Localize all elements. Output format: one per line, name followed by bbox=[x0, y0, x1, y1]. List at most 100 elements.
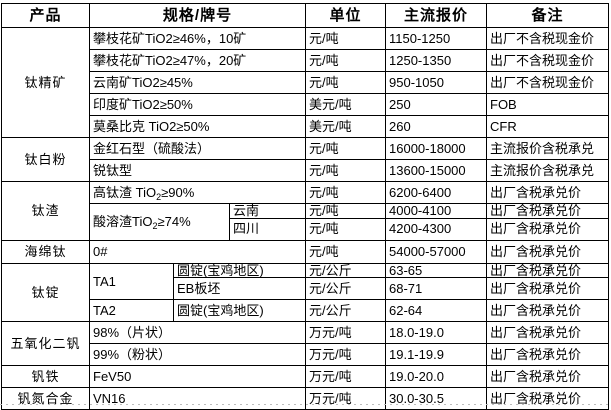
price-cell: 4200-4300 bbox=[385, 218, 487, 241]
note-cell: 出厂含税承兑价 bbox=[486, 263, 609, 279]
price-cell: 19.0-20.0 bbox=[385, 365, 487, 389]
note-cell: 出厂含税承兑价 bbox=[486, 387, 609, 410]
spec-cell: 0# bbox=[89, 240, 306, 264]
price-cell: 250 bbox=[385, 93, 487, 116]
product-cell-titanium-ingot: 钛锭 bbox=[1, 263, 90, 323]
spec-cell: 攀枝花矿TiO2≥46%，10矿 bbox=[89, 27, 306, 50]
spec-text-suffix: ≥74% bbox=[157, 214, 191, 229]
titanium-vanadium-price-table: 产品 规格/牌号 单位 主流报价 备注 钛精矿 攀枝花矿TiO2≥46%，10矿… bbox=[1, 3, 609, 410]
product-cell-titanium-dioxide: 钛白粉 bbox=[1, 137, 90, 182]
unit-cell: 元/吨 bbox=[305, 218, 386, 241]
spec-cell: FeV50 bbox=[89, 365, 306, 389]
spec-cell: 攀枝花矿TiO2≥47%，20矿 bbox=[89, 49, 306, 72]
unit-cell: 元/吨 bbox=[305, 203, 386, 219]
table-row: 莫桑比克 TiO2≥50% 美元/吨 260 CFR bbox=[2, 115, 609, 138]
price-cell: 16000-18000 bbox=[385, 137, 487, 160]
unit-cell: 万元/吨 bbox=[305, 343, 386, 367]
note-cell: 主流报价含税承兑 bbox=[486, 137, 609, 160]
spec-text-prefix: 高钛渣 TiO bbox=[93, 184, 157, 200]
table-row: 云南矿TiO2≥45% 元/吨 950-1050 出厂不含税现金价 bbox=[2, 71, 609, 94]
price-cell: 18.0-19.0 bbox=[385, 321, 487, 345]
header-note: 备注 bbox=[486, 3, 609, 28]
spec-subscript: 2 bbox=[156, 191, 162, 202]
price-cell: 1150-1250 bbox=[385, 27, 487, 50]
price-cell: 68-71 bbox=[385, 277, 487, 301]
price-cell: 62-64 bbox=[385, 299, 487, 323]
price-cell: 4000-4100 bbox=[385, 203, 487, 219]
product-cell-titanium-slag: 钛渣 bbox=[1, 181, 90, 241]
price-cell: 54000-57000 bbox=[385, 240, 487, 264]
spec-subscript: 2 bbox=[152, 221, 158, 231]
product-cell-vanadium-pentoxide: 五氧化二钒 bbox=[1, 321, 90, 367]
note-cell: 出厂含税承兑价 bbox=[486, 299, 609, 323]
table-row: 锐钛型 元/吨 13600-15000 主流报价含税承兑 bbox=[2, 159, 609, 182]
price-cell: 1250-1350 bbox=[385, 49, 487, 72]
unit-cell: 元/吨 bbox=[305, 181, 386, 204]
price-cell: 6200-6400 bbox=[385, 181, 487, 204]
table-row: 99%（粉状） 万元/吨 19.1-19.9 出厂含税承兑价 bbox=[2, 343, 609, 367]
spec-cell-grade-ta1: TA1 bbox=[89, 263, 174, 301]
unit-cell: 元/吨 bbox=[305, 137, 386, 160]
unit-cell: 元/公斤 bbox=[305, 299, 386, 323]
header-spec: 规格/牌号 bbox=[89, 3, 306, 28]
unit-cell: 元/公斤 bbox=[305, 263, 386, 279]
table-row: 攀枝花矿TiO2≥47%，20矿 元/吨 1250-1350 出厂不含税现金价 bbox=[2, 49, 609, 72]
note-cell: 出厂含税承兑价 bbox=[486, 321, 609, 345]
table-row: 钛精矿 攀枝花矿TiO2≥46%，10矿 元/吨 1150-1250 出厂不含税… bbox=[1, 27, 609, 138]
note-cell: 出厂含税承兑价 bbox=[486, 218, 609, 241]
note-cell: 出厂不含税现金价 bbox=[486, 49, 609, 72]
unit-cell: 元/吨 bbox=[305, 27, 386, 50]
unit-cell: 万元/吨 bbox=[305, 365, 386, 389]
spec-cell: 印度矿TiO2≥50% bbox=[89, 93, 306, 116]
spec-cell: 金红石型（硫酸法） bbox=[89, 137, 306, 160]
note-cell: 出厂不含税现金价 bbox=[486, 27, 609, 50]
note-cell: 出厂含税承兑价 bbox=[486, 240, 609, 264]
sub-spec-cell: 圆锭(宝鸡地区) bbox=[173, 299, 306, 323]
spec-cell: 酸溶渣TiO2≥74% bbox=[89, 203, 230, 241]
spec-text-suffix: ≥90% bbox=[161, 184, 195, 200]
sub-spec-cell: 圆锭(宝鸡地区) bbox=[173, 263, 306, 279]
spec-text-prefix: 酸溶渣TiO bbox=[93, 214, 153, 229]
note-cell: 出厂含税承兑价 bbox=[486, 181, 609, 204]
table-row: 钒铁 FeV50 万元/吨 19.0-20.0 出厂含税承兑价 bbox=[1, 365, 609, 389]
unit-cell: 美元/吨 bbox=[305, 115, 386, 138]
spec-cell: 高钛渣 TiO2≥90% bbox=[89, 181, 306, 204]
spec-cell: 莫桑比克 TiO2≥50% bbox=[89, 115, 306, 138]
product-cell-titanium-sponge: 海绵钛 bbox=[1, 240, 90, 264]
unit-cell: 美元/吨 bbox=[305, 93, 386, 116]
product-cell-ferrovanadium: 钒铁 bbox=[1, 365, 90, 389]
spec-cell: 99%（粉状） bbox=[89, 343, 306, 367]
table-row: 五氧化二钒 98%（片状） 万元/吨 18.0-19.0 出厂含税承兑价 bbox=[1, 321, 609, 367]
table-row: 酸溶渣TiO2≥74% 云南 元/吨 4000-4100 出厂含税承兑价 bbox=[2, 203, 609, 241]
table-row: 印度矿TiO2≥50% 美元/吨 250 FOB bbox=[2, 93, 609, 116]
unit-cell: 万元/吨 bbox=[305, 387, 386, 410]
price-cell: 13600-15000 bbox=[385, 159, 487, 182]
table-row: 钛渣 高钛渣 TiO2≥90% 元/吨 6200-6400 出厂含税承兑价 bbox=[1, 181, 609, 241]
note-cell: CFR bbox=[486, 115, 609, 138]
spec-cell: VN16 bbox=[89, 387, 306, 410]
note-cell: 主流报价含税承兑 bbox=[486, 159, 609, 182]
sub-spec-cell: EB板坯 bbox=[173, 277, 306, 301]
table-row: 钛白粉 金红石型（硫酸法） 元/吨 16000-18000 主流报价含税承兑 bbox=[1, 137, 609, 182]
note-cell: FOB bbox=[486, 93, 609, 116]
header-price: 主流报价 bbox=[385, 3, 487, 28]
note-cell: 出厂含税承兑价 bbox=[486, 365, 609, 389]
product-cell-titanium-concentrate: 钛精矿 bbox=[1, 27, 90, 138]
spec-cell: 98%（片状） bbox=[89, 321, 306, 345]
sub-spec-cell-sichuan: 四川 bbox=[229, 218, 306, 241]
table-row: 海绵钛 0# 元/吨 54000-57000 出厂含税承兑价 bbox=[1, 240, 609, 264]
spec-cell: 云南矿TiO2≥45% bbox=[89, 71, 306, 94]
table-row: 钒氮合金 VN16 万元/吨 30.0-30.5 出厂含税承兑价 bbox=[1, 387, 609, 410]
price-cell: 63-65 bbox=[385, 263, 487, 279]
table-body: 钛精矿 攀枝花矿TiO2≥46%，10矿 元/吨 1150-1250 出厂不含税… bbox=[1, 27, 609, 410]
table-row: 四川 元/吨 4200-4300 出厂含税承兑价 bbox=[2, 218, 609, 241]
price-cell: 19.1-19.9 bbox=[385, 343, 487, 367]
product-cell-vanadium-nitrogen-alloy: 钒氮合金 bbox=[1, 387, 90, 410]
unit-cell: 元/吨 bbox=[305, 71, 386, 94]
price-cell: 30.0-30.5 bbox=[385, 387, 487, 410]
spec-cell-grade-ta2: TA2 bbox=[89, 299, 174, 323]
note-cell: 出厂含税承兑价 bbox=[486, 203, 609, 219]
table-row: EB板坯 元/公斤 68-71 出厂含税承兑价 bbox=[2, 277, 609, 301]
header-unit: 单位 bbox=[305, 3, 386, 28]
